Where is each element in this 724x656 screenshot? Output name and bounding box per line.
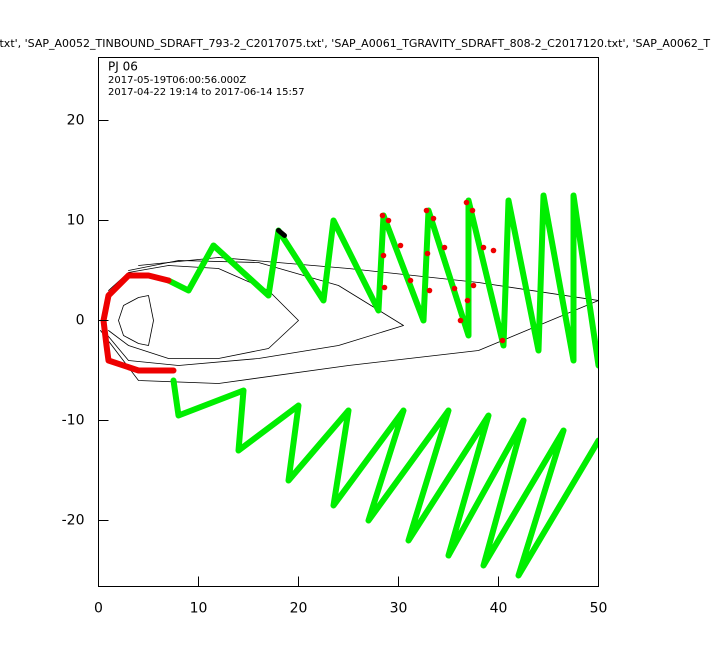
x-tick-label: 30 bbox=[390, 601, 408, 617]
y-tick-label: 0 bbox=[76, 313, 85, 329]
marker-dot bbox=[480, 244, 487, 251]
marker-dot bbox=[441, 244, 448, 251]
marker-dot bbox=[451, 285, 458, 292]
marker-dot bbox=[430, 215, 437, 222]
marker-dot bbox=[457, 317, 464, 324]
annotation: 2017-04-22 19:14 to 2017-06-14 15:57 bbox=[108, 87, 305, 98]
plot-frame bbox=[98, 57, 599, 587]
marker-dot bbox=[407, 277, 414, 284]
trajectory bbox=[108, 265, 299, 359]
y-tick-label: 10 bbox=[67, 213, 85, 229]
marker-dot bbox=[381, 284, 388, 291]
plot-area bbox=[100, 192, 598, 579]
marker-dot bbox=[380, 252, 387, 259]
marker-dot bbox=[499, 337, 506, 344]
x-tick-label: 10 bbox=[190, 601, 208, 617]
x-tick-label: 20 bbox=[290, 601, 308, 617]
annotation: 2017-05-19T06:00:56.000Z bbox=[108, 75, 246, 86]
marker-dot bbox=[426, 287, 433, 294]
marker-dot bbox=[463, 199, 470, 206]
x-tick-label: 50 bbox=[590, 601, 608, 617]
x-tick-label: 0 bbox=[94, 601, 103, 617]
trajectory bbox=[118, 295, 154, 346]
x-tick-label: 40 bbox=[490, 601, 508, 617]
trajectory bbox=[165, 192, 598, 369]
marker-dot bbox=[490, 247, 497, 254]
trajectory bbox=[103, 260, 404, 366]
marker-dot bbox=[397, 242, 404, 249]
y-tick-label: -10 bbox=[62, 413, 85, 429]
marker-dot bbox=[469, 207, 476, 214]
marker-dot bbox=[379, 212, 386, 219]
trajectory bbox=[100, 272, 177, 374]
annotation: PJ 06 bbox=[108, 60, 138, 74]
marker-dot bbox=[385, 217, 392, 224]
y-tick-label: -20 bbox=[62, 513, 85, 529]
marker-dot bbox=[470, 282, 477, 289]
y-tick-label: 20 bbox=[67, 113, 85, 129]
trajectory bbox=[170, 377, 598, 579]
chart-title: .txt', 'SAP_A0052_TINBOUND_SDRAFT_793-2_… bbox=[0, 37, 710, 50]
trajectory bbox=[276, 228, 287, 238]
marker-dot bbox=[464, 297, 471, 304]
marker-dot bbox=[423, 207, 430, 214]
marker-dot bbox=[424, 250, 431, 257]
